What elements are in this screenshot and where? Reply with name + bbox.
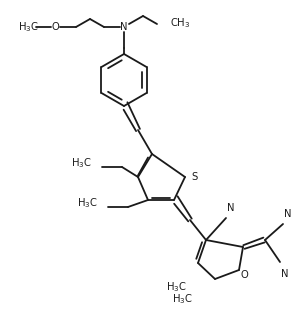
Text: O: O — [51, 22, 59, 32]
Text: CH$_3$: CH$_3$ — [170, 16, 191, 30]
Text: H$_3$C: H$_3$C — [71, 156, 92, 170]
Text: O: O — [240, 270, 248, 280]
Text: N: N — [281, 269, 289, 279]
Text: N: N — [120, 22, 128, 32]
Text: N: N — [284, 209, 292, 219]
Text: H$_3$C: H$_3$C — [18, 20, 39, 34]
Text: H$_3$C: H$_3$C — [77, 196, 98, 210]
Text: N: N — [227, 203, 235, 213]
Text: S: S — [191, 172, 197, 182]
Text: H$_3$C: H$_3$C — [172, 292, 193, 306]
Text: H$_3$C: H$_3$C — [166, 280, 187, 294]
